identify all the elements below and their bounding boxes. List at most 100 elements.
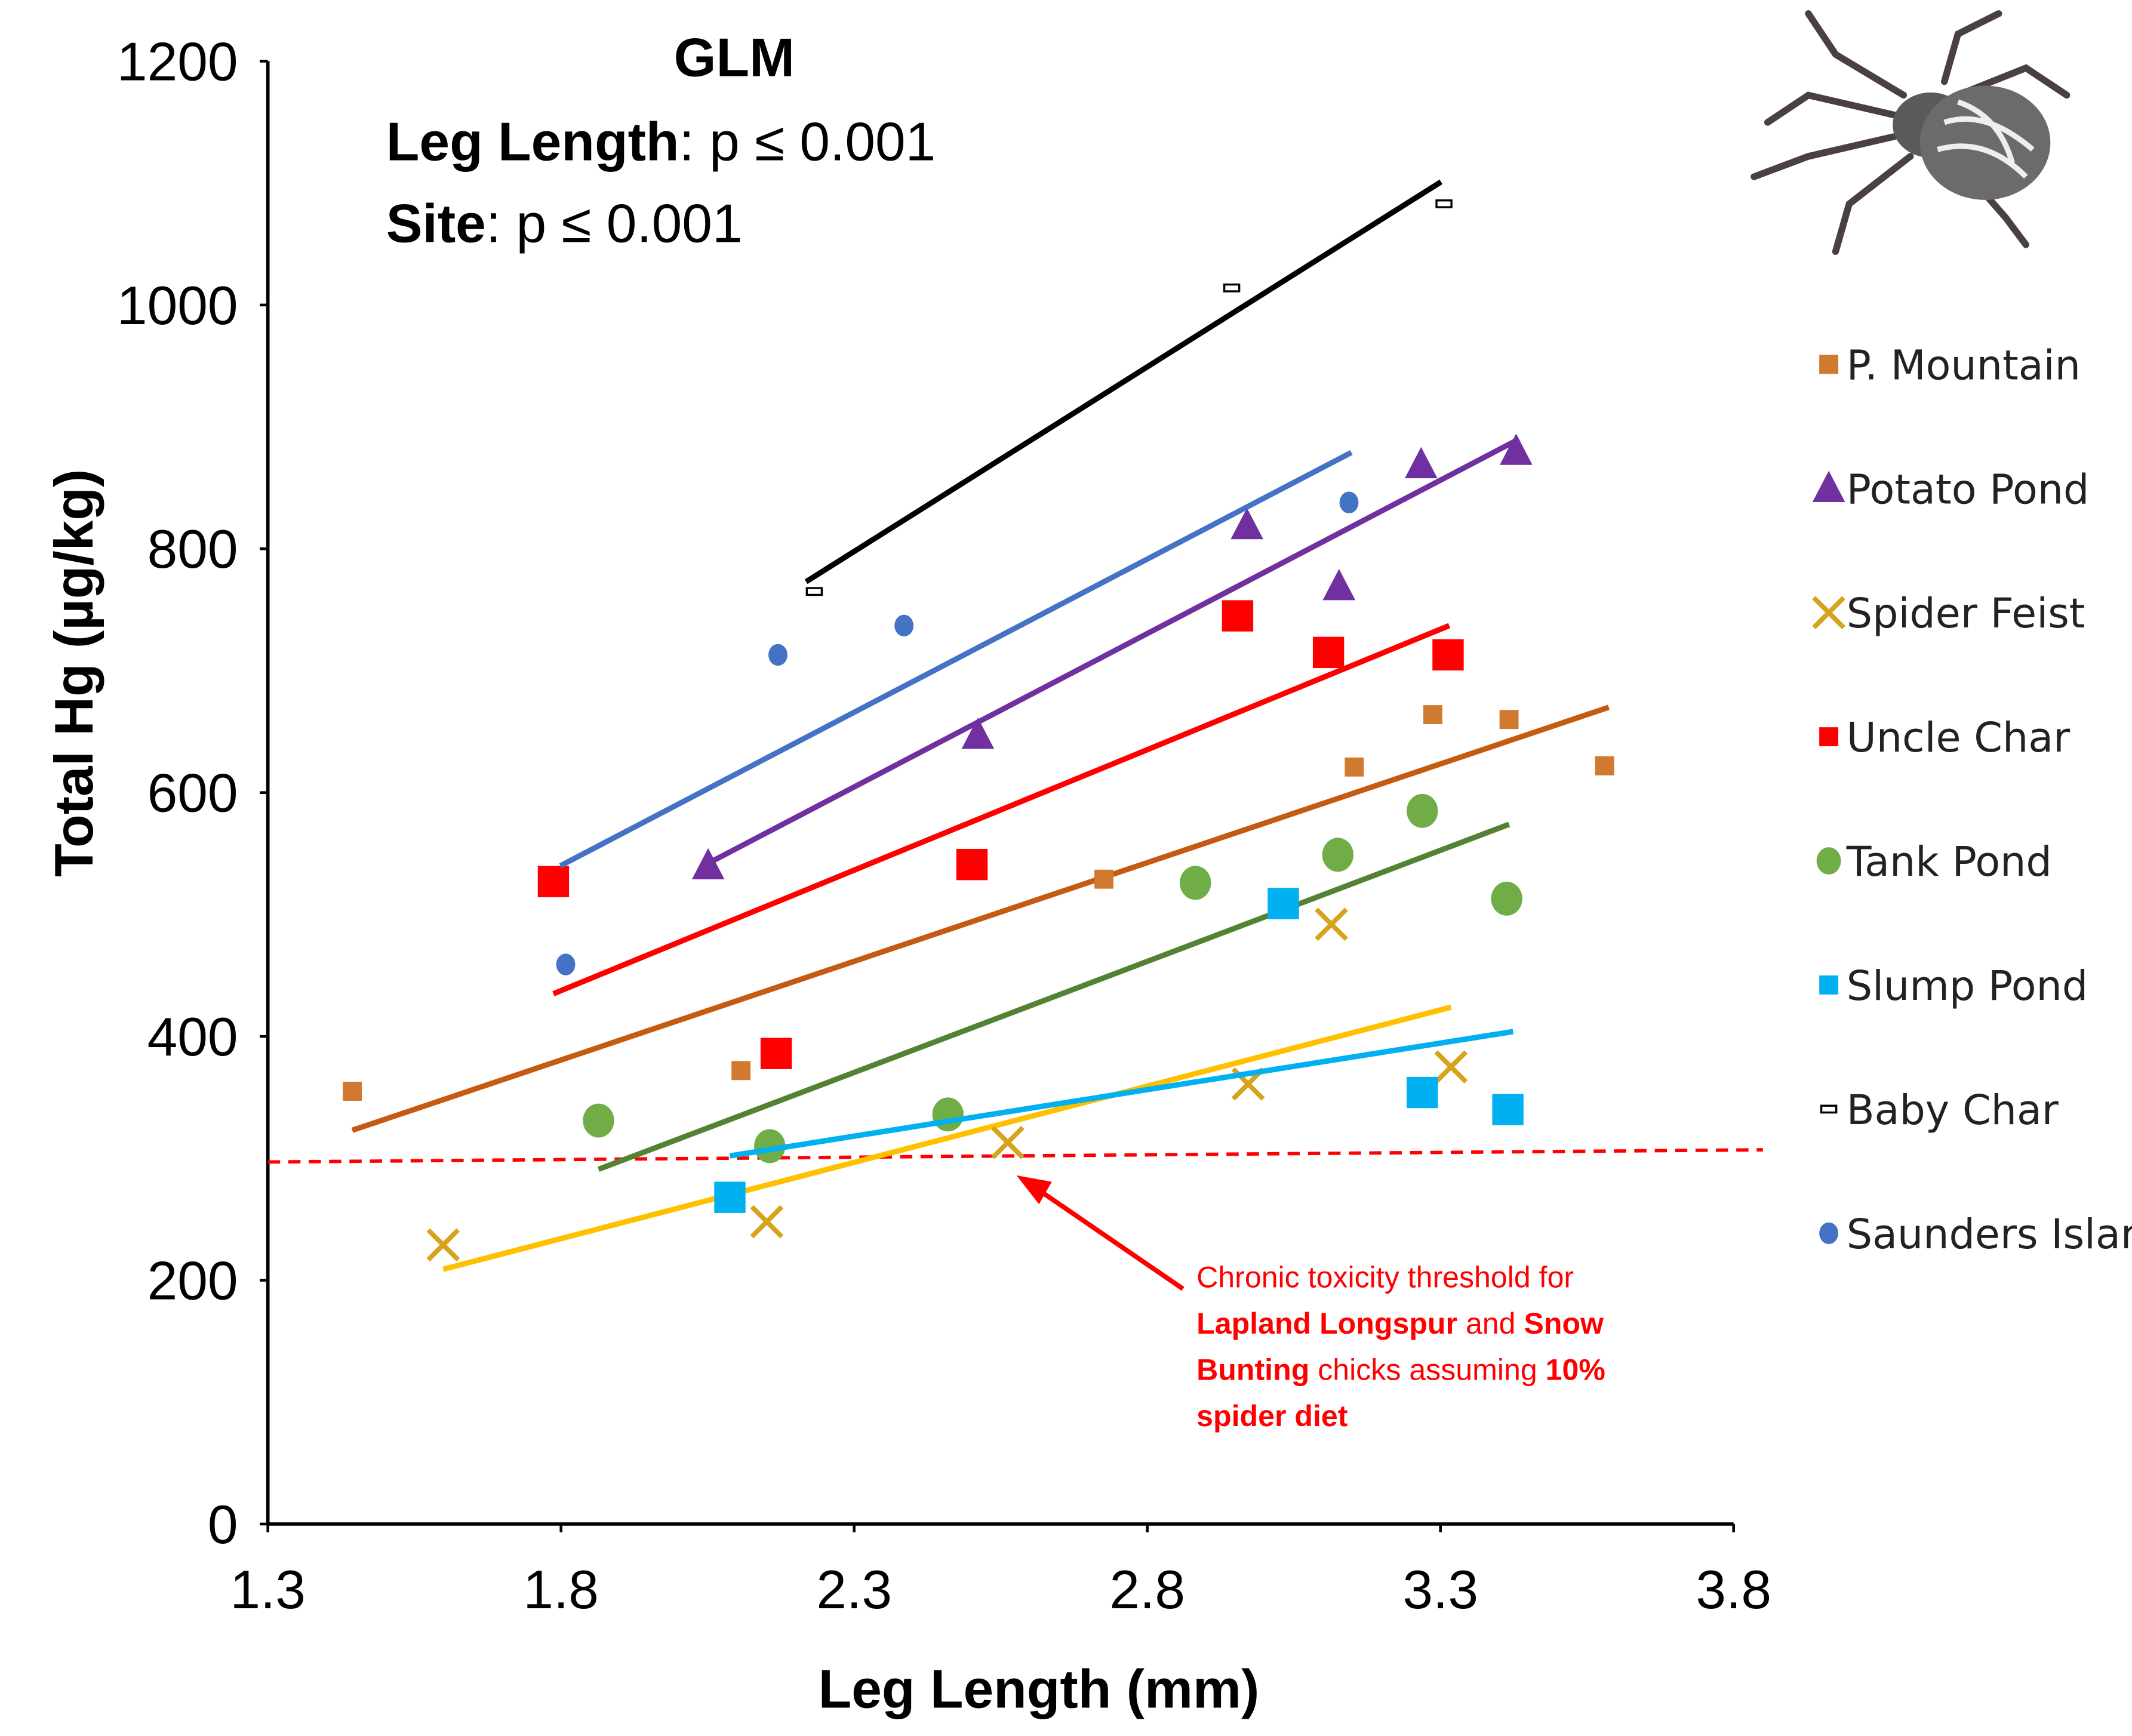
annotation-line: Leg Length: p ≤ 0.001 [386,112,936,173]
legend-label: Uncle Char [1847,715,2071,762]
point [1230,507,1263,540]
point [760,1038,792,1069]
y-tick-label: 600 [147,764,238,824]
series [804,179,1453,596]
legend-label: Saunders Island [1847,1211,2132,1258]
annotation-run: Site [386,193,486,254]
x-tick-label: 1.3 [230,1560,306,1620]
series [691,433,1533,880]
legend-item: Baby Char [1820,1087,2059,1134]
trend-line [442,1004,1452,1272]
trend-line [351,704,1610,1133]
annotation-run: and [1457,1307,1524,1340]
annotation-run: Lapland Longspur [1196,1307,1457,1340]
annotation-arrowhead [1016,1175,1052,1205]
legend-item: Potato Pond [1812,466,2089,513]
y-tick-label: 0 [208,1495,238,1555]
series [343,704,1614,1133]
point [714,1181,746,1213]
point [1322,838,1354,872]
annotation-line: Bunting chicks assuming 10% [1196,1353,1605,1387]
trend-line [804,179,1443,584]
trend-line [707,436,1521,866]
point [1322,569,1356,601]
annotation-line: Lapland Longspur and Snow [1196,1307,1604,1340]
x-tick-label: 3.8 [1696,1560,1771,1620]
annotation-run: Bunting [1196,1353,1309,1387]
legend-marker [1820,1104,1838,1114]
point [426,1228,460,1262]
point [1432,639,1464,671]
trend-line [597,821,1510,1172]
point [1595,756,1614,775]
legend-item: Saunders Island [1819,1211,2132,1258]
point [1423,705,1442,724]
point [1407,793,1438,828]
point [1312,636,1345,669]
point [1500,433,1533,465]
point [768,644,787,666]
point [691,848,725,880]
y-tick-label: 1200 [117,32,238,92]
point [731,1061,751,1081]
annotation-run: spider diet [1196,1399,1348,1433]
point [1435,199,1453,208]
annotation-arrow [1035,1186,1185,1291]
legend-label: Spider Feist [1847,590,2085,638]
x-tick-label: 2.3 [816,1560,892,1620]
point [956,849,988,881]
legend-label: Slump Pond [1847,963,2088,1010]
point [343,1082,362,1101]
y-axis-title: Total Hg (µg/kg) [44,469,104,877]
legend-item: Slump Pond [1819,963,2088,1010]
legend-item: Uncle Char [1819,715,2071,762]
point [1223,283,1241,293]
legend-marker [1819,975,1839,995]
annotation-run: 10% [1546,1353,1605,1387]
annotation-line: Chronic toxicity threshold for [1196,1261,1574,1294]
series [537,600,1464,1069]
series [426,907,1468,1272]
point [556,953,576,975]
legend-marker [1819,355,1839,374]
point [1094,869,1113,889]
annotation-run: Leg Length [386,112,679,173]
point [932,1097,964,1132]
y-tick-label: 400 [147,1007,238,1067]
legend-label: Baby Char [1847,1087,2059,1134]
point [1315,907,1348,941]
point [583,1103,614,1138]
series [714,888,1524,1213]
point [1180,866,1211,900]
point [805,587,823,596]
legend-marker [1816,847,1841,875]
legend-marker [1819,727,1839,747]
point [750,1205,784,1239]
point [1222,600,1254,632]
series [583,793,1522,1172]
legend-item: Tank Pond [1816,839,2052,886]
point [1499,710,1519,730]
trend-line [559,450,1353,869]
annotation-line: Site: p ≤ 0.001 [386,193,743,254]
annotation-run: : p ≤ 0.001 [486,193,743,254]
point [991,1125,1025,1159]
point [961,718,995,749]
legend-label: P. Mountain [1847,342,2081,389]
y-tick-label: 1000 [117,276,238,336]
annotation-run: : p ≤ 0.001 [679,112,936,173]
x-tick-label: 3.3 [1402,1560,1478,1620]
point [1434,1050,1468,1084]
point [1407,1076,1438,1109]
point [1339,491,1359,513]
point [754,1129,786,1164]
trend-line [552,623,1451,996]
annotation-run: chicks assuming [1309,1353,1545,1387]
legend-marker [1812,470,1845,503]
trend-line [729,1029,1514,1159]
x-tick-label: 2.8 [1109,1560,1185,1620]
point [1404,447,1438,479]
